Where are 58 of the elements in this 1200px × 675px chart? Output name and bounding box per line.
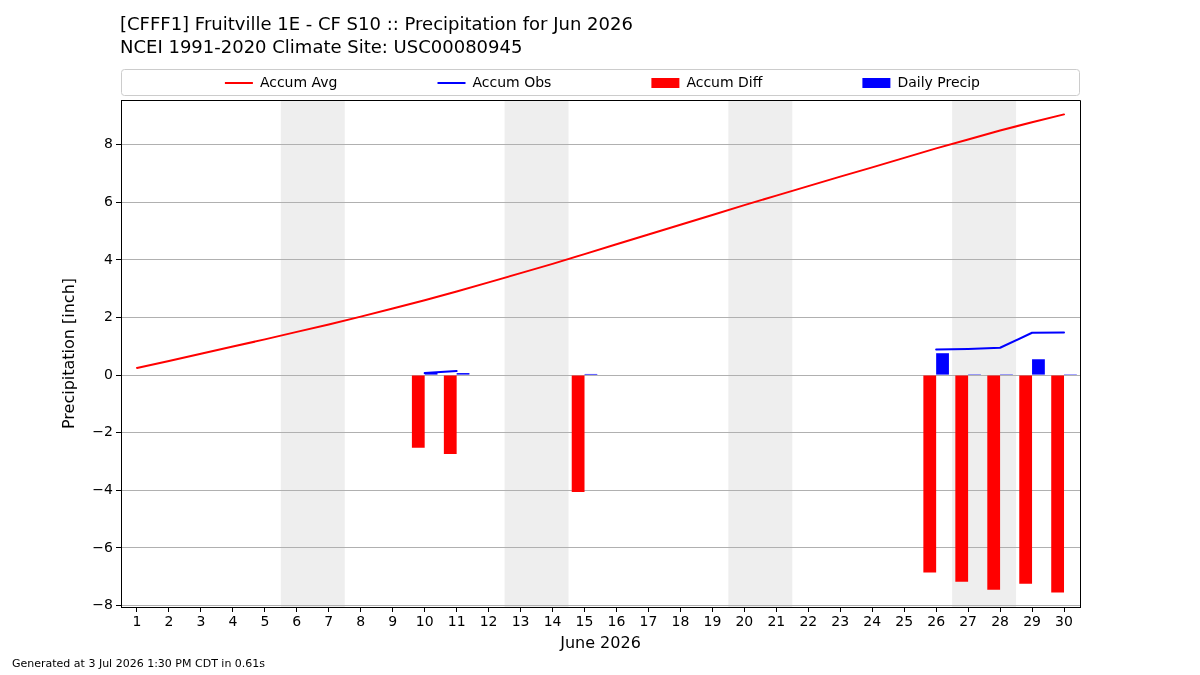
bar [1051,375,1065,593]
bar [955,375,969,582]
legend-label: Daily Precip [897,73,981,90]
x-tick-label: 19 [703,613,722,630]
x-tick-label: 2 [164,613,174,630]
y-axis-title: Precipitation [inch] [58,277,78,430]
x-tick-label: 11 [447,613,466,630]
x-tick-label: 13 [511,613,530,630]
bar [923,375,937,573]
bar [411,375,425,448]
x-tick-label: 16 [607,613,626,630]
chart-title: [CFFF1] Fruitville 1E - CF S10 :: Precipitation for Jun 2026 [120,12,633,35]
bar [1019,375,1033,584]
x-tick-label: 20 [735,613,754,630]
x-tick-label: 9 [388,613,398,630]
x-tick-label: 12 [479,613,498,630]
x-tick-label: 5 [260,613,270,630]
x-tick-label: 30 [1055,613,1073,630]
y-tick-label: −8 [92,596,113,613]
x-tick-label: 26 [927,613,946,630]
bar [987,375,1001,590]
x-tick-label: 10 [415,613,434,630]
x-tick-label: 14 [543,613,562,630]
x-tick-label: 6 [292,613,302,630]
y-tick-label: 8 [104,135,113,152]
x-tick-label: 7 [324,613,334,630]
text: Generated at 3 Jul 2026 1:30 PM CDT in 0.61s [12,657,266,671]
bar [1032,359,1045,375]
legend-label: Accum Diff [686,73,763,90]
y-tick-label: −2 [92,423,113,440]
x-tick-label: 23 [831,613,850,630]
chart-subtitle: NCEI 1991-2020 Climate Site: USC00080945 [120,35,524,58]
y-tick-label: −6 [92,538,114,555]
x-tick-label: 25 [895,613,914,630]
x-tick-label: 15 [575,613,594,630]
y-tick-label: 2 [104,308,113,325]
y-tick-label: 6 [104,192,114,209]
x-tick-label: 3 [196,613,206,630]
bar [443,375,457,455]
x-tick-label: 17 [639,613,658,630]
legend-label: Accum Avg [259,73,338,90]
x-tick-label: 4 [228,613,238,630]
y-tick-label: −4 [92,480,114,497]
x-tick-label: 21 [767,613,786,630]
x-tick-label: 29 [1023,613,1041,630]
bar [571,375,585,493]
x-tick-label: 8 [356,613,366,630]
x-tick-label: 1 [132,613,142,630]
x-tick-label: 18 [671,613,690,630]
y-tick-label: 0 [104,365,113,382]
bar [936,353,949,375]
x-tick-label: 24 [863,613,882,630]
x-tick-label: 22 [799,613,818,630]
legend-label: Accum Obs [472,73,552,90]
x-axis-title: June 2026 [559,632,641,652]
y-tick-label: 4 [104,250,114,267]
x-tick-label: 27 [959,613,978,630]
x-tick-label: 28 [991,613,1009,630]
